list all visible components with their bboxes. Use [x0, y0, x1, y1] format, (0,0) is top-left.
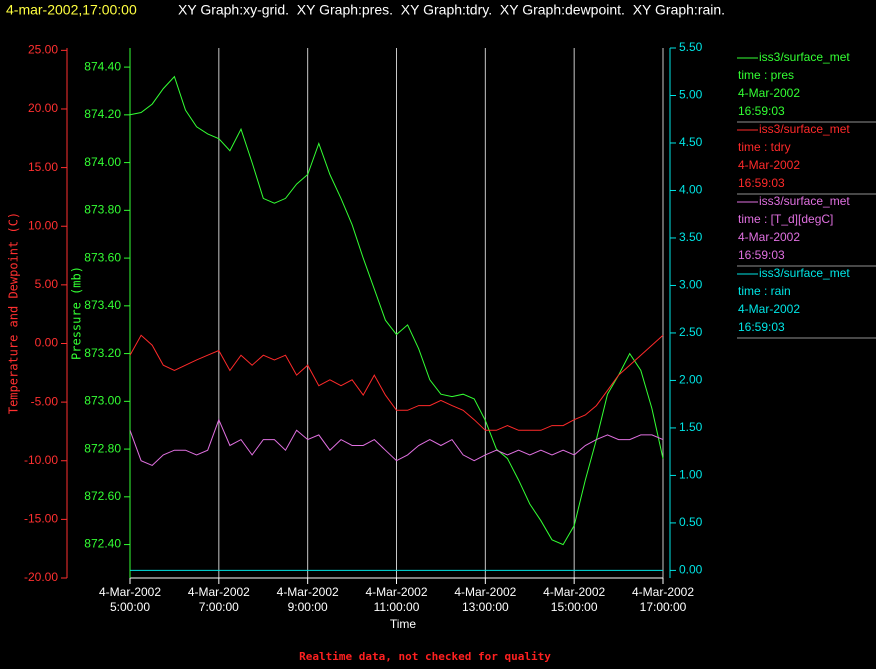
x-tick-label: 4-Mar-2002 9:00:00	[276, 585, 339, 614]
legend-name: iss3/surface_met	[759, 266, 850, 280]
y-tick-label: 3.00	[679, 278, 703, 292]
y-tick-label: -5.00	[31, 394, 59, 408]
y-tick-label: 0.50	[679, 515, 703, 529]
y-axis-title: Temperature and Dewpoint (C)	[7, 212, 21, 414]
legend-time: 16:59:03	[738, 176, 785, 190]
x-axis-title: Time	[390, 617, 417, 631]
footer-note: Realtime data, not checked for quality	[299, 650, 551, 663]
x-tick-label: 4-Mar-2002 11:00:00	[365, 585, 428, 614]
legend-date: 4-Mar-2002	[738, 86, 800, 100]
y-tick-label: 3.50	[679, 230, 703, 244]
y-tick-label: 873.80	[84, 203, 121, 217]
y-tick-label: 5.50	[679, 40, 703, 54]
legend-date: 4-Mar-2002	[738, 158, 800, 172]
y-tick-label: 874.40	[84, 59, 121, 73]
y-tick-label: 2.50	[679, 325, 703, 339]
legend-name: iss3/surface_met	[759, 122, 850, 136]
y-tick-label: 0.00	[35, 336, 59, 350]
x-tick-label: 4-Mar-2002 5:00:00	[98, 585, 162, 614]
y-tick-label: 20.00	[28, 101, 58, 115]
legend-label: time : tdry	[738, 140, 791, 154]
legend-label: time : pres	[738, 68, 794, 82]
y-tick-label: 1.00	[679, 468, 703, 482]
y-tick-label: 872.80	[84, 441, 121, 455]
y-tick-label: -15.00	[24, 512, 58, 526]
y-tick-label: 1.50	[679, 420, 703, 434]
y-tick-label: 5.00	[35, 277, 59, 291]
y-tick-label: 873.20	[84, 346, 121, 360]
y-tick-label: -20.00	[24, 570, 58, 584]
data-line	[129, 418, 664, 466]
y-tick-label: 2.00	[679, 373, 703, 387]
legend-time: 16:59:03	[738, 104, 785, 118]
y-tick-label: 25.00	[28, 43, 58, 57]
x-tick-label: 4-Mar-2002 7:00:00	[187, 585, 250, 614]
legend-date: 4-Mar-2002	[738, 302, 800, 316]
x-tick-label: 4-Mar-2002 17:00:00	[631, 585, 695, 614]
x-tick-label: 4-Mar-2002 13:00:00	[454, 585, 517, 614]
legend-date: 4-Mar-2002	[738, 230, 800, 244]
y-tick-label: -10.00	[24, 453, 58, 467]
data-line	[129, 334, 664, 431]
legend-time: 16:59:03	[738, 248, 785, 262]
x-tick-label: 4-Mar-2002 15:00:00	[543, 585, 606, 614]
legend-label: time : rain	[738, 284, 791, 298]
y-tick-label: 15.00	[28, 160, 58, 174]
y-tick-label: 4.50	[679, 135, 703, 149]
legend-name: iss3/surface_met	[759, 194, 850, 208]
y-tick-label: 10.00	[28, 218, 58, 232]
y-tick-label: 4.00	[679, 183, 703, 197]
legend-label: time : [T_d][degC]	[738, 212, 833, 226]
y-tick-label: 874.20	[84, 107, 121, 121]
legend-name: iss3/surface_met	[759, 50, 850, 64]
y-tick-label: 873.00	[84, 394, 121, 408]
y-tick-label: 873.60	[84, 250, 121, 264]
y-tick-label: 873.40	[84, 298, 121, 312]
timestamp: 4-mar-2002,17:00:00	[6, 2, 137, 18]
header-title: XY Graph:xy-grid. XY Graph:pres. XY Grap…	[178, 2, 725, 18]
data-line	[129, 75, 664, 546]
y2-axis-title: Pressure (mb)	[70, 266, 84, 360]
y-tick-label: 5.00	[679, 88, 703, 102]
y-tick-label: 874.00	[84, 155, 121, 169]
y-tick-label: 872.60	[84, 489, 121, 503]
legend-time: 16:59:03	[738, 320, 785, 334]
y-tick-label: 872.40	[84, 537, 121, 551]
y-tick-label: 0.00	[679, 563, 703, 577]
